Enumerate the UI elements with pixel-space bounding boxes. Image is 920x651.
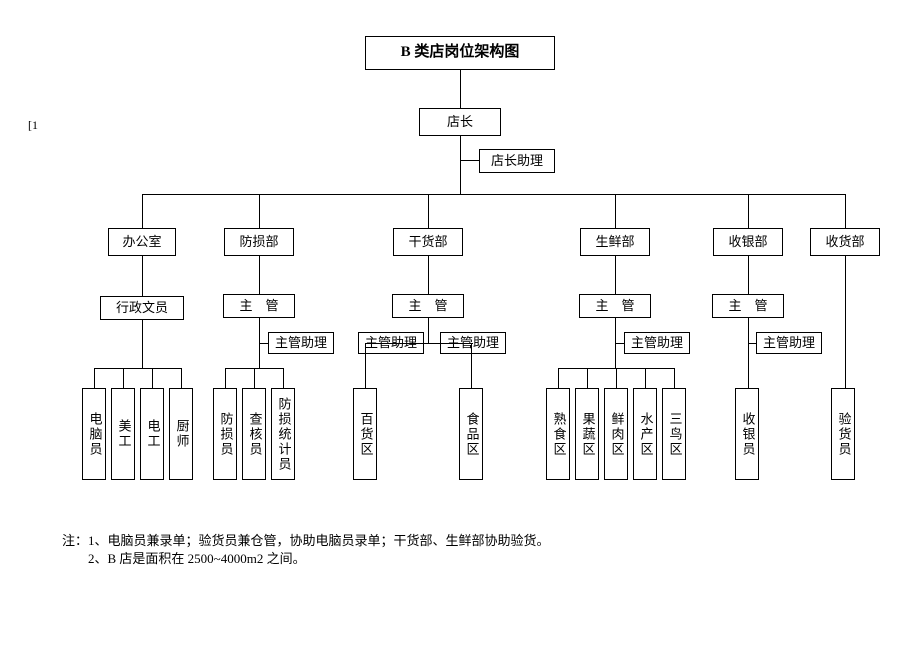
line bbox=[428, 256, 429, 294]
node-sup-fresh: 主 管 bbox=[579, 294, 651, 318]
line bbox=[428, 318, 429, 343]
node-admin-clerk: 行政文员 bbox=[100, 296, 184, 320]
line bbox=[845, 194, 846, 228]
line bbox=[94, 368, 181, 369]
node-sa-cashier: 主管助理 bbox=[756, 332, 822, 354]
node-sup-dry: 主 管 bbox=[392, 294, 464, 318]
node-sa-loss: 主管助理 bbox=[268, 332, 334, 354]
line bbox=[365, 354, 366, 388]
leaf-meat: 鲜肉区 bbox=[604, 388, 628, 480]
line bbox=[283, 368, 284, 388]
line bbox=[259, 343, 268, 344]
line bbox=[645, 368, 646, 388]
chart-title: B 类店岗位架构图 bbox=[365, 36, 555, 70]
line bbox=[615, 343, 624, 344]
node-dept-cashier: 收银部 bbox=[713, 228, 783, 256]
line bbox=[254, 368, 255, 388]
line bbox=[123, 368, 124, 388]
line bbox=[142, 194, 845, 195]
line bbox=[587, 368, 588, 388]
line bbox=[181, 368, 182, 388]
line bbox=[460, 160, 479, 161]
node-sup-cashier: 主 管 bbox=[712, 294, 784, 318]
line bbox=[365, 343, 473, 344]
line bbox=[142, 256, 143, 296]
line bbox=[748, 256, 749, 294]
node-dept-fresh: 生鲜部 bbox=[580, 228, 650, 256]
leaf-auditor: 查核员 bbox=[242, 388, 266, 480]
leaf-poultry: 三鸟区 bbox=[662, 388, 686, 480]
line bbox=[142, 320, 143, 368]
leaf-chef: 厨师 bbox=[169, 388, 193, 480]
line bbox=[558, 368, 559, 388]
node-sup-loss: 主 管 bbox=[223, 294, 295, 318]
line bbox=[674, 368, 675, 388]
line bbox=[424, 343, 440, 344]
leaf-vege: 果蔬区 bbox=[575, 388, 599, 480]
node-dept-dry: 干货部 bbox=[393, 228, 463, 256]
line bbox=[748, 343, 756, 344]
line bbox=[259, 256, 260, 294]
node-manager: 店长 bbox=[419, 108, 501, 136]
footnote-1: 注：1、电脑员兼录单；验货员兼仓管，协助电脑员录单；干货部、生鲜部协助验货。 bbox=[62, 530, 550, 549]
node-sa-fresh: 主管助理 bbox=[624, 332, 690, 354]
leaf-computer: 电脑员 bbox=[82, 388, 106, 480]
line bbox=[142, 194, 143, 228]
leaf-cashier-person: 收银员 bbox=[735, 388, 759, 480]
leaf-elec: 电工 bbox=[140, 388, 164, 480]
leaf-loss-stat: 防损统计员 bbox=[271, 388, 295, 480]
line bbox=[460, 70, 461, 108]
node-dept-office: 办公室 bbox=[108, 228, 176, 256]
line bbox=[748, 194, 749, 228]
line bbox=[225, 368, 226, 388]
line bbox=[845, 256, 846, 388]
line bbox=[615, 194, 616, 228]
line bbox=[748, 318, 749, 388]
line bbox=[471, 354, 472, 388]
node-dept-loss: 防损部 bbox=[224, 228, 294, 256]
leaf-receiver: 验货员 bbox=[831, 388, 855, 480]
leaf-aqua: 水产区 bbox=[633, 388, 657, 480]
node-assistant-manager: 店长助理 bbox=[479, 149, 555, 173]
line bbox=[259, 194, 260, 228]
line bbox=[615, 256, 616, 294]
leaf-loss-guard: 防损员 bbox=[213, 388, 237, 480]
node-dept-receiving: 收货部 bbox=[810, 228, 880, 256]
line bbox=[152, 368, 153, 388]
footnote-2: 2、B 店是面积在 2500~4000m2 之间。 bbox=[62, 548, 306, 567]
line bbox=[94, 368, 95, 388]
leaf-cooked: 熟食区 bbox=[546, 388, 570, 480]
line bbox=[616, 368, 617, 388]
leaf-art: 美工 bbox=[111, 388, 135, 480]
line bbox=[460, 136, 461, 194]
leaf-general: 百货区 bbox=[353, 388, 377, 480]
corner-text: [1 bbox=[28, 118, 38, 133]
line bbox=[428, 194, 429, 228]
leaf-food: 食品区 bbox=[459, 388, 483, 480]
